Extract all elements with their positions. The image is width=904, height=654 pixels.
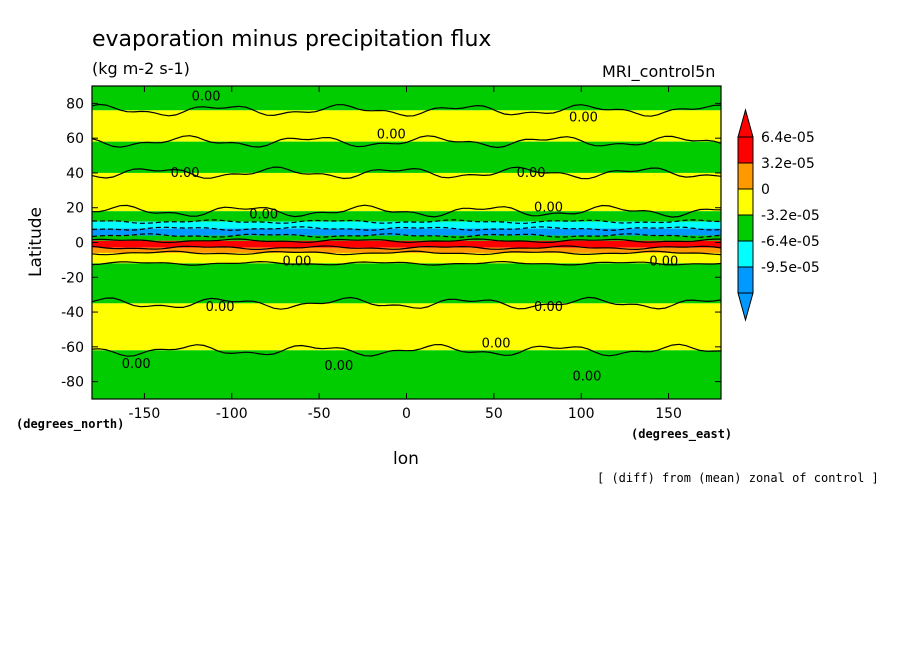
contour-label: 0.00 <box>517 166 546 181</box>
contour-line-12 <box>91 296 722 310</box>
colorbar-label: -9.5e-05 <box>761 260 820 276</box>
y-tick-label: 0 <box>75 236 84 252</box>
colorbar-label: -3.2e-05 <box>761 208 820 224</box>
y-axis-label: Latitude <box>26 207 46 277</box>
colorbar-label: 6.4e-05 <box>761 130 815 146</box>
y-units-label: (degrees_north) <box>16 417 124 432</box>
contour-labels: 0.00 0.00 0.00 0.00 0.00 0.00 0.00 0.00 0.00 0.00… <box>122 89 679 384</box>
contour-label: 0.00 <box>482 336 511 351</box>
colorbar: 6.4e-05 3.2e-05 0 -3.2e-05 -6.4e-05 -9.5e-05 <box>737 108 820 322</box>
contour-label: 0.00 <box>569 110 598 125</box>
y-tick-label: 80 <box>66 96 84 112</box>
contour-band-6 <box>92 228 721 236</box>
contour-label: 0.00 <box>282 255 311 270</box>
contour-band-8 <box>92 240 721 248</box>
contour-label: 0.00 <box>534 300 563 315</box>
triangle-up-icon <box>737 108 754 138</box>
contour-band-11 <box>92 263 721 304</box>
colorbar-label: 3.2e-05 <box>761 156 815 172</box>
x-tick-label: 100 <box>568 406 595 422</box>
contour-band-5 <box>92 221 721 229</box>
colorbar-swatch <box>737 188 754 216</box>
x-tick-label: 150 <box>655 406 682 422</box>
colorbar-swatch <box>737 162 754 190</box>
contour-label: 0.00 <box>122 357 151 372</box>
plot-area <box>92 86 721 399</box>
x-units-label: (degrees_east) <box>631 427 732 442</box>
colorbar-swatch <box>737 240 754 268</box>
contour-label: 0.00 <box>206 300 235 315</box>
dataset-label: MRI_control5n <box>602 62 715 82</box>
chart-title: evaporation minus precipitation flux <box>92 27 491 52</box>
contour-line-5 <box>91 219 722 224</box>
y-axis-ticks: 80 60 40 20 0 -20 -40 -60 -80 <box>61 96 721 391</box>
contour-label: 0.00 <box>534 201 563 216</box>
colorbar-swatch <box>737 266 754 294</box>
contour-band-12 <box>92 303 721 351</box>
x-tick-label: -50 <box>308 406 331 422</box>
x-axis-label: lon <box>393 449 419 469</box>
contour-line-8 <box>91 238 721 244</box>
triangle-down-icon <box>737 292 754 322</box>
contour-line-6 <box>91 226 722 231</box>
contour-line-2 <box>91 135 722 149</box>
contour-label: 0.00 <box>171 166 200 181</box>
chart-subtitle: (kg m-2 s-1) <box>92 59 190 78</box>
contour-label: 0.00 <box>649 255 678 270</box>
colorbar-label: 0 <box>761 182 770 198</box>
diff-note: [ (diff) from (mean) zonal of control ] <box>597 471 879 485</box>
contour-line-11 <box>91 260 722 266</box>
x-tick-label: -150 <box>129 406 161 422</box>
contour-band-1 <box>92 110 721 142</box>
y-tick-label: -40 <box>61 305 84 321</box>
contour-line-1 <box>91 103 722 117</box>
x-tick-label: -100 <box>216 406 248 422</box>
colorbar-swatch <box>737 136 754 164</box>
contour-band-2 <box>92 141 721 173</box>
contour-line-7 <box>91 233 722 238</box>
y-tick-label: 20 <box>66 201 84 217</box>
contour-band-4 <box>92 211 721 222</box>
x-tick-label: 50 <box>485 406 503 422</box>
contour-label: 0.00 <box>377 128 406 143</box>
y-tick-label: 40 <box>66 166 84 182</box>
contour-band-10 <box>92 252 721 264</box>
contour-line-9 <box>91 245 722 251</box>
contour-lines <box>91 103 722 357</box>
contour-line-10 <box>91 250 722 256</box>
y-tick-label: -20 <box>61 270 84 286</box>
contour-label: 0.00 <box>324 359 353 374</box>
x-tick-label: 0 <box>402 406 411 422</box>
y-tick-label: 60 <box>66 131 84 147</box>
contour-label: 0.00 <box>249 208 278 223</box>
contour-band-13 <box>92 350 721 399</box>
contour-band-9 <box>92 247 721 253</box>
y-tick-label: -80 <box>61 375 84 391</box>
contour-band-7 <box>92 235 721 241</box>
contour-band-3 <box>92 172 721 212</box>
colorbar-swatch <box>737 214 754 242</box>
colorbar-label: -6.4e-05 <box>761 234 820 250</box>
contour-label: 0.00 <box>572 369 601 384</box>
contour-line-13 <box>91 343 722 357</box>
y-tick-label: -60 <box>61 340 84 356</box>
contour-line-3 <box>91 166 722 180</box>
x-axis-ticks: -150 -100 -50 0 50 100 150 <box>129 86 682 422</box>
contour-line-4 <box>91 204 722 218</box>
contour-label: 0.00 <box>192 89 221 104</box>
